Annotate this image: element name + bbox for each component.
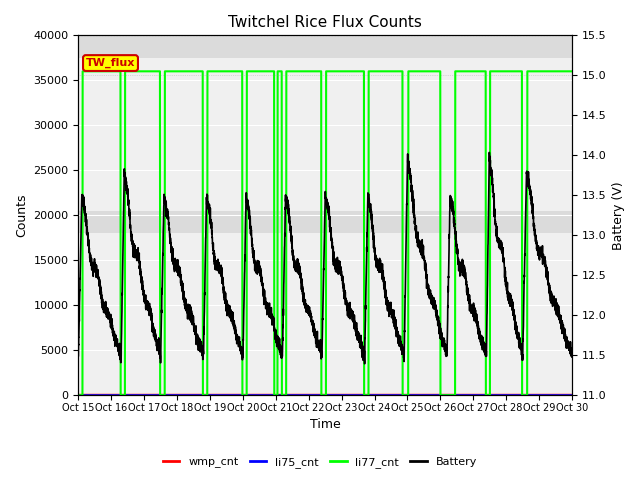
Y-axis label: Battery (V): Battery (V)	[612, 181, 625, 250]
Title: Twitchel Rice Flux Counts: Twitchel Rice Flux Counts	[228, 15, 422, 30]
X-axis label: Time: Time	[310, 419, 340, 432]
Legend: wmp_cnt, li75_cnt, li77_cnt, Battery: wmp_cnt, li75_cnt, li77_cnt, Battery	[158, 452, 482, 472]
Bar	[79, 211, 572, 233]
Bar	[79, 36, 572, 58]
Text: TW_flux: TW_flux	[86, 58, 135, 68]
Y-axis label: Counts: Counts	[15, 193, 28, 237]
